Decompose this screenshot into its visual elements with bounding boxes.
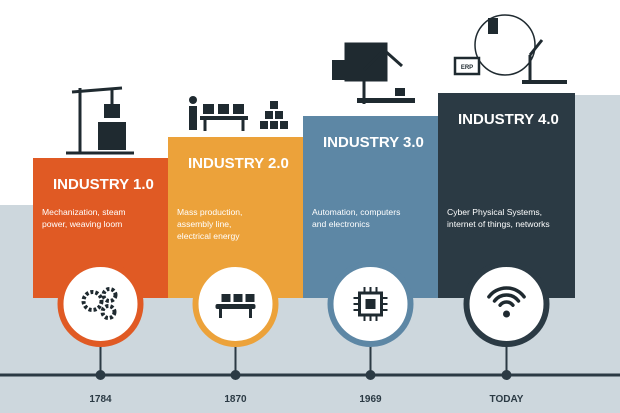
stage-title: INDUSTRY 3.0: [323, 134, 424, 151]
stage: INDUSTRY 3.0 Automation, computers and ele…: [303, 116, 438, 405]
gear: [100, 304, 117, 320]
stage-year: 1784: [89, 394, 112, 405]
stage-year: 1870: [224, 394, 247, 405]
icon-assembly: [189, 96, 288, 131]
stage-description: Automation, computers: [312, 207, 400, 217]
wifi-arc: [492, 293, 521, 303]
stage-description: internet of things, networks: [447, 219, 550, 229]
stage-title: INDUSTRY 4.0: [458, 111, 559, 128]
icon-steam: [66, 86, 134, 155]
gear: [81, 290, 104, 312]
stage-description: assembly line,: [177, 219, 231, 229]
stage-description: and electronics: [312, 219, 370, 229]
stage: INDUSTRY 4.0 Cyber Physical Systems, inter…: [438, 93, 575, 405]
stage-year: 1969: [359, 394, 382, 405]
timeline-dot: [501, 370, 512, 380]
wifi-arc: [487, 286, 526, 299]
box: [233, 294, 243, 302]
icon-robot: [332, 42, 415, 104]
chip-core: [365, 299, 376, 309]
background-band: [575, 95, 620, 413]
gear: [101, 287, 118, 303]
box: [245, 294, 255, 302]
stage-description: electrical energy: [177, 231, 240, 241]
chip: [358, 291, 383, 317]
icon-iot: ERP: [453, 14, 567, 84]
icon-ring: [57, 261, 144, 347]
stage-description: Mechanization, steam: [42, 207, 126, 217]
icon-ring: [463, 261, 550, 347]
timeline-dot: [230, 370, 241, 380]
stage-description: Mass production,: [177, 207, 242, 217]
stage-description: power, weaving loom: [42, 219, 122, 229]
stage: INDUSTRY 1.0 Mechanization, steam power, w…: [33, 158, 168, 405]
timeline-dot: [365, 370, 376, 380]
stage-title: INDUSTRY 2.0: [188, 155, 289, 172]
stage-description: Cyber Physical Systems,: [447, 207, 542, 217]
wifi-arc: [498, 300, 515, 307]
belt: [215, 304, 256, 309]
stage: INDUSTRY 2.0 Mass production, assembly lin…: [168, 137, 303, 405]
icon-label: ERP: [461, 65, 473, 71]
wifi-dot: [503, 310, 510, 318]
stage-year: TODAY: [490, 394, 524, 405]
stage-title: INDUSTRY 1.0: [53, 176, 154, 193]
box: [221, 294, 231, 302]
timeline-dot: [95, 370, 106, 380]
